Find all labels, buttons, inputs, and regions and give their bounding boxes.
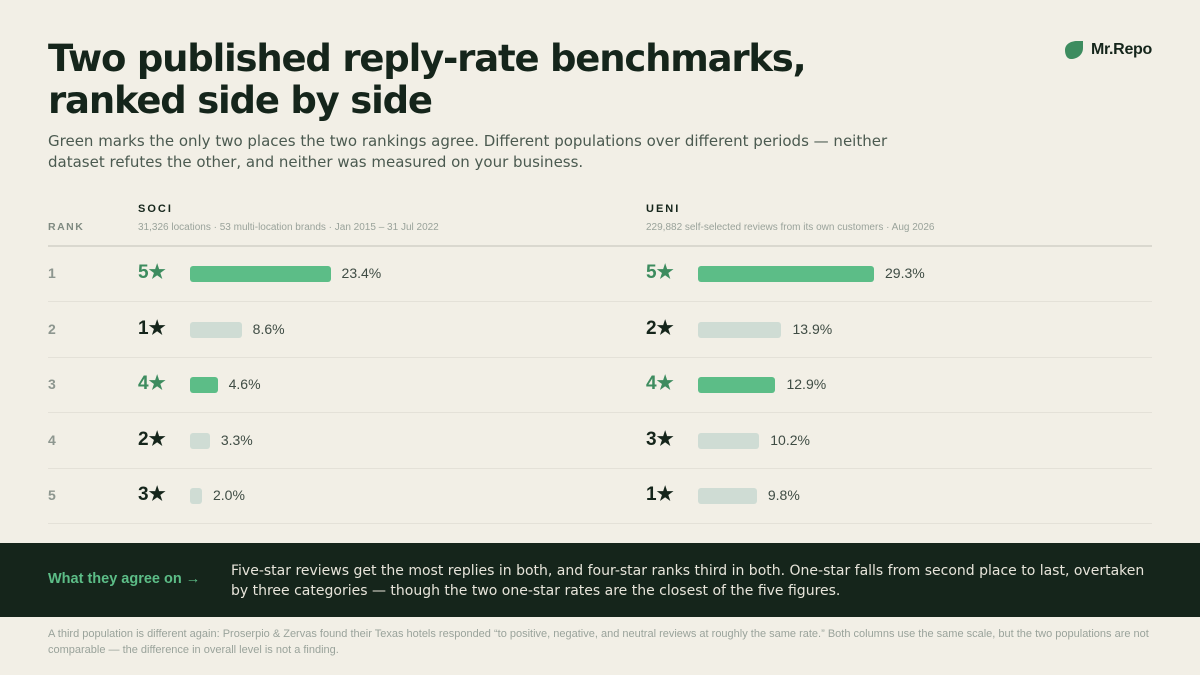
page-subtitle: Green marks the only two places the two … <box>48 132 888 171</box>
ueni-column-name: UENI <box>646 203 681 215</box>
chart-row: 4 2★ 3.3% 3★ 10.2% <box>48 413 1152 469</box>
soci-value-label: 2.0% <box>213 487 245 503</box>
ueni-star-label: 5★ <box>646 262 674 283</box>
page-title: Two published reply-rate benchmarks, ran… <box>48 37 807 122</box>
soci-bar <box>190 432 210 449</box>
ueni-star-label: 3★ <box>646 428 674 450</box>
rank-column-header: RANK <box>48 221 85 233</box>
soci-bar <box>190 321 242 338</box>
ueni-value-label: 13.9% <box>792 320 833 337</box>
ueni-value-label: 10.2% <box>770 431 810 448</box>
ueni-bar <box>698 321 782 338</box>
ueni-star-label: 2★ <box>646 317 674 339</box>
ueni-column-description: 229,882 self-selected reviews from its o… <box>646 222 935 233</box>
rank-number: 1 <box>48 265 56 281</box>
soci-bar <box>190 488 202 504</box>
chart-row: 1 5★ 23.4% 5★ 29.3% <box>48 246 1152 302</box>
brand-name: Mr.Repo <box>1090 41 1152 58</box>
agreement-band: What they agree on → Five-star reviews g… <box>0 543 1200 617</box>
soci-star-label: 4★ <box>138 373 166 394</box>
ueni-bar <box>698 432 760 449</box>
chart-row: 3 4★ 4.6% 4★ 12.9% <box>48 357 1152 413</box>
rank-number: 4 <box>48 431 56 448</box>
ueni-star-label: 1★ <box>646 484 674 505</box>
ueni-bar <box>698 377 776 393</box>
soci-value-label: 3.3% <box>220 431 253 448</box>
ueni-star-label: 4★ <box>646 373 674 394</box>
footnote: A third population is different again: P… <box>48 628 1149 656</box>
ueni-bar <box>698 266 874 282</box>
soci-column-description: 31,326 locations · 53 multi-location bra… <box>138 222 439 233</box>
brand-logo[interactable]: Mr.Repo <box>1063 40 1152 60</box>
soci-value-label: 8.6% <box>252 320 285 337</box>
soci-star-label: 2★ <box>138 428 166 450</box>
rank-number: 5 <box>48 487 56 503</box>
soci-value-label: 4.6% <box>228 376 261 392</box>
chart-row: 5 3★ 2.0% 1★ 9.8% <box>48 468 1152 524</box>
rank-number: 3 <box>48 376 56 392</box>
leaf-icon <box>1064 41 1083 59</box>
soci-bar <box>190 266 331 282</box>
ueni-value-label: 29.3% <box>885 265 925 281</box>
soci-star-label: 5★ <box>138 262 166 283</box>
rank-number: 2 <box>48 320 56 337</box>
ueni-column-header: UENI 229,882 self-selected reviews from … <box>646 203 934 233</box>
ueni-value-label: 12.9% <box>786 376 827 392</box>
soci-star-label: 1★ <box>138 317 166 339</box>
soci-column-header: SOCI 31,326 locations · 53 multi-locatio… <box>138 203 439 233</box>
soci-star-label: 3★ <box>138 484 166 505</box>
soci-bar <box>190 377 218 393</box>
chart-row: 2 1★ 8.6% 2★ 13.9% <box>48 302 1152 358</box>
soci-column-name: SOCI <box>138 203 173 215</box>
ueni-bar <box>698 488 757 504</box>
agreement-text: Five-star reviews get the most replies i… <box>231 563 1145 599</box>
agreement-label: What they agree on → <box>48 571 201 587</box>
ueni-value-label: 9.8% <box>767 487 800 503</box>
header-divider <box>48 245 1152 247</box>
soci-value-label: 23.4% <box>341 265 382 281</box>
